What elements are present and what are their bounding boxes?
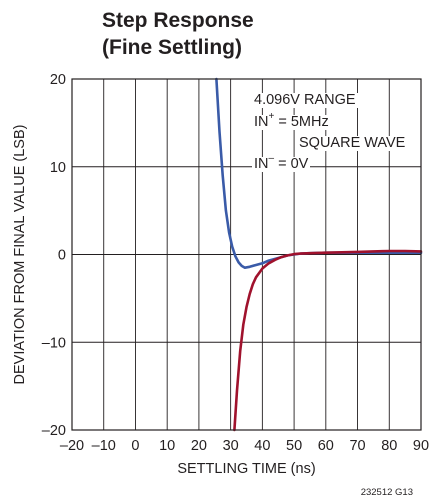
plot-frame	[71, 78, 422, 431]
x-tick-label: –20	[60, 438, 84, 454]
x-tick-label: 80	[381, 438, 397, 454]
in-plus-value: = 5MHz	[274, 114, 329, 130]
x-tick-label: 20	[191, 438, 207, 454]
x-axis-label: SETTLING TIME (ns)	[177, 461, 315, 477]
in-minus-sup: –	[268, 153, 275, 165]
y-tick-label: 0	[58, 248, 66, 264]
y-axis-label: DEVIATION FROM FINAL VALUE (LSB)	[12, 125, 28, 385]
x-tick-label: 30	[223, 438, 239, 454]
in-minus-value: = 0V	[274, 156, 309, 172]
grid-lines	[71, 78, 422, 431]
chart-title: Step Response	[102, 9, 254, 32]
x-tick-label: 40	[254, 438, 270, 454]
series-line-2	[233, 249, 423, 432]
y-tick-label: 20	[50, 72, 66, 88]
x-tick-label: 0	[131, 438, 139, 454]
figure-id: 232512 G13	[361, 487, 413, 498]
y-tick-labels: –20 –10 0 10 20	[42, 72, 66, 439]
chart-subtitle: (Fine Settling)	[102, 36, 242, 59]
data-series	[215, 77, 423, 432]
in-plus-prefix: IN	[254, 114, 269, 130]
in-minus-prefix: IN	[254, 156, 269, 172]
x-tick-label: 60	[318, 438, 334, 454]
square-wave-annotation: SQUARE WAVE	[297, 135, 408, 151]
in-plus-annotation: IN+ = 5MHz	[252, 112, 331, 130]
x-tick-label: 90	[413, 438, 429, 454]
x-tick-label: 10	[159, 438, 175, 454]
y-tick-label: 10	[50, 160, 66, 176]
in-plus-sup: +	[268, 111, 275, 123]
x-tick-label: 50	[286, 438, 302, 454]
y-tick-label: –20	[42, 423, 66, 439]
x-tick-label: –10	[92, 438, 116, 454]
in-minus-annotation: IN– = 0V	[252, 154, 311, 172]
x-tick-label: 70	[349, 438, 365, 454]
y-tick-label: –10	[42, 335, 66, 351]
x-tick-labels: –20 –10 0 10 20 30 40 50 60 70 80 90	[60, 438, 429, 454]
range-annotation: 4.096V RANGE	[252, 92, 358, 108]
